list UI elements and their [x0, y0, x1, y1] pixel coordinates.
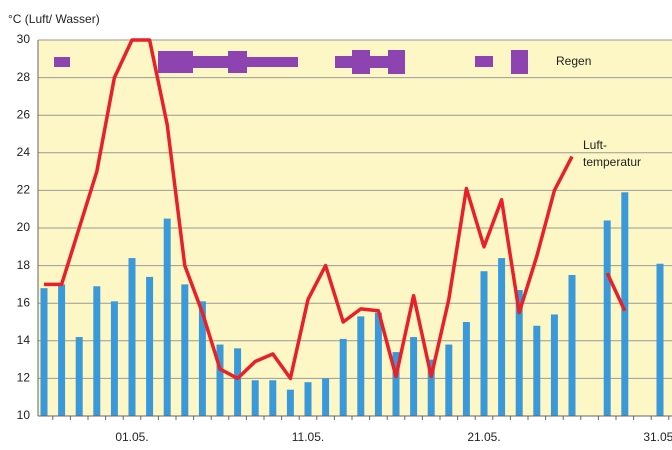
y-tick-label: 26 — [17, 107, 31, 121]
bar — [462, 322, 470, 416]
rain-block — [388, 50, 405, 74]
chart-title: °C (Luft/ Wasser) — [8, 12, 100, 26]
bar — [251, 380, 259, 416]
bar — [550, 314, 558, 416]
bar — [181, 284, 189, 416]
bar — [269, 380, 277, 416]
bar — [75, 337, 83, 416]
bar — [656, 263, 664, 416]
y-tick-label: 18 — [17, 258, 31, 272]
bar — [480, 271, 488, 416]
line-annotation: Luft- — [583, 138, 607, 152]
y-tick-label: 30 — [17, 32, 31, 46]
rain-bars — [54, 50, 528, 74]
bar — [621, 192, 629, 416]
y-tick-label: 14 — [17, 333, 31, 347]
bar — [198, 301, 206, 416]
bar — [234, 348, 242, 416]
bar — [603, 220, 611, 416]
rain-label: Regen — [556, 54, 591, 68]
rain-block — [475, 56, 493, 67]
bar — [498, 258, 506, 416]
bar — [410, 337, 418, 416]
y-tick-label: 22 — [17, 183, 31, 197]
bar — [568, 275, 576, 416]
line — [44, 38, 627, 381]
y-tick-label: 16 — [17, 295, 31, 309]
bar — [216, 344, 224, 416]
bar — [392, 352, 400, 416]
rain-block — [352, 50, 370, 74]
bar — [427, 359, 435, 416]
rain-block — [158, 51, 193, 73]
bar — [163, 218, 171, 416]
bar — [58, 284, 66, 416]
y-tick-label: 24 — [17, 145, 31, 159]
bar — [357, 316, 365, 416]
rain-block — [247, 57, 298, 67]
rain-block — [370, 56, 388, 68]
line-annotation: temperatur — [583, 155, 641, 169]
rain-block — [54, 57, 70, 67]
bar — [146, 276, 154, 416]
bar — [286, 389, 294, 416]
bar — [304, 382, 312, 416]
rain-block — [228, 51, 247, 73]
y-tick-label: 20 — [17, 220, 31, 234]
x-tick-label: 11.05. — [292, 430, 324, 444]
bar — [339, 338, 347, 416]
bar — [515, 290, 523, 416]
x-tick-label: 31.05. — [643, 430, 672, 444]
bar — [128, 258, 136, 416]
y-tick-label: 10 — [17, 408, 31, 422]
rain-block — [193, 56, 228, 68]
bar — [445, 344, 453, 416]
x-tick-label: 21.05. — [467, 430, 500, 444]
bar — [322, 378, 330, 416]
y-tick-label: 28 — [17, 70, 31, 84]
rain-block — [335, 56, 352, 68]
bar — [374, 312, 382, 416]
rain-block — [511, 50, 528, 74]
bar — [533, 325, 541, 416]
bar — [93, 286, 101, 416]
bar — [110, 301, 118, 416]
x-tick-label: 01.05. — [115, 430, 148, 444]
bar — [40, 288, 48, 416]
y-tick-label: 12 — [17, 371, 31, 385]
